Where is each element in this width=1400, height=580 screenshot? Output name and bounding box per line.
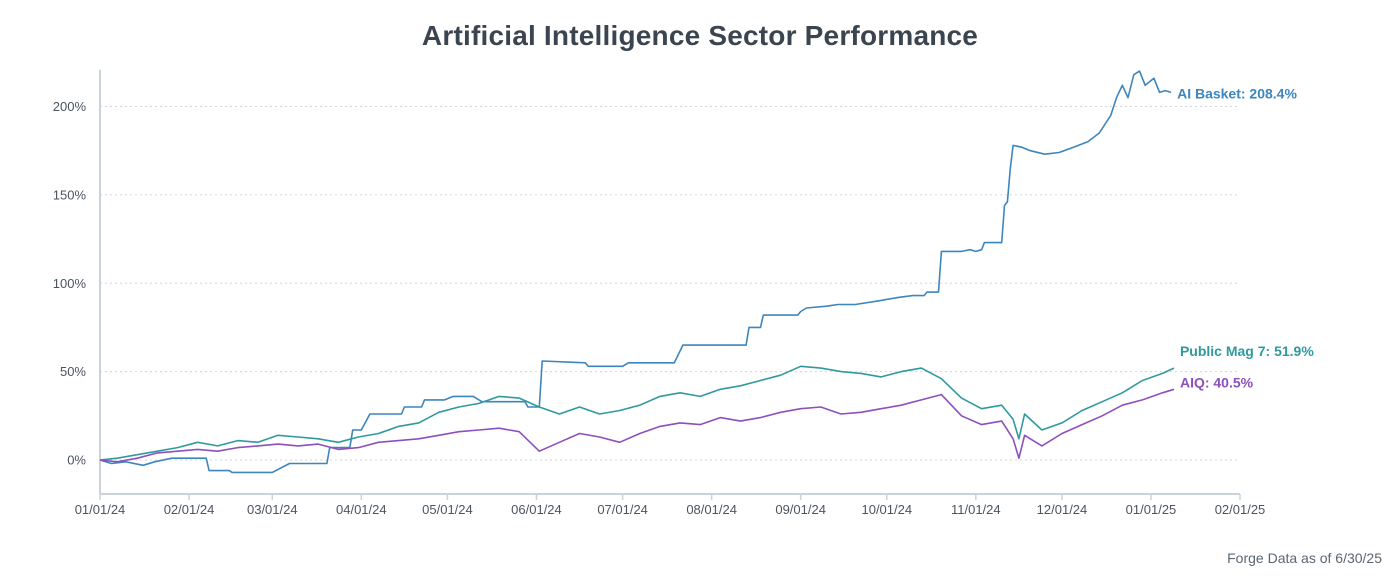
x-tick-label: 09/01/24 [775, 502, 826, 517]
data-source-note: Forge Data as of 6/30/25 [1227, 550, 1382, 566]
x-tick-label: 11/01/24 [951, 502, 1001, 517]
x-tick-label: 01/01/24 [75, 502, 126, 517]
series-lines [99, 70, 1175, 474]
x-tick-label: 04/01/24 [336, 502, 387, 517]
x-tick-label: 06/01/24 [511, 502, 562, 517]
end-label-aiq: AIQ: 40.5% [1180, 374, 1254, 390]
x-tick-label: 07/01/24 [597, 502, 648, 517]
y-tick-label: 0% [67, 453, 86, 468]
series-line-ai-basket [99, 70, 1172, 474]
series-line-public-mag-7 [99, 365, 1175, 461]
series-end-labels: AI Basket: 208.4% Public Mag 7: 51.9% AIQ:… [1177, 85, 1314, 390]
x-tick-label: 08/01/24 [686, 502, 737, 517]
chart-title: Artificial Intelligence Sector Performan… [421, 20, 979, 51]
x-tick-label: 10/01/24 [861, 502, 912, 517]
series-line-aiq [99, 388, 1175, 463]
y-tick-label: 100% [53, 276, 87, 291]
gridlines [100, 106, 1240, 461]
y-tick-label: 50% [60, 364, 86, 379]
end-label-ai-basket: AI Basket: 208.4% [1177, 85, 1297, 101]
x-tick-label: 03/01/24 [247, 502, 298, 517]
x-tick-label: 02/01/24 [164, 502, 215, 517]
axes: 0% 50% 100% 150% 200% 01/01/24 02/01/24 03/01/2… [53, 70, 1266, 517]
x-tick-label: 05/01/24 [422, 502, 473, 517]
x-tick-label: 02/01/25 [1215, 502, 1266, 517]
x-tick-label: 01/01/25 [1126, 502, 1177, 517]
end-label-public-mag-7: Public Mag 7: 51.9% [1180, 343, 1314, 359]
y-tick-label: 200% [53, 99, 87, 114]
x-tick-label: 12/01/24 [1037, 502, 1088, 517]
y-tick-label: 150% [53, 187, 87, 202]
